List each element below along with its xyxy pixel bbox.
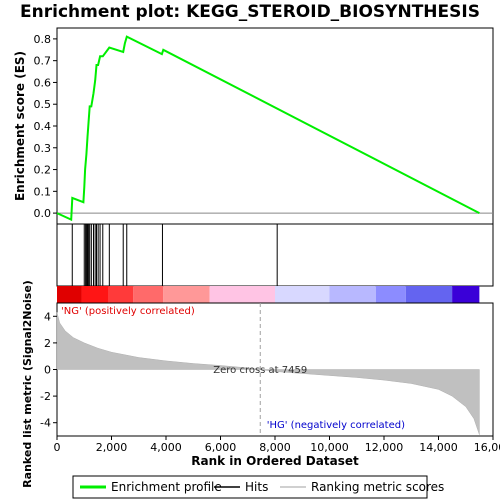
es-panel-frame	[56, 27, 494, 225]
es-y-tick-label: 0.0	[34, 207, 52, 220]
metric-y-axis-title: Ranked list metric (Signal2Noise)	[21, 280, 34, 488]
legend-label: Ranking metric scores	[311, 480, 444, 494]
color-bar-segment	[405, 286, 453, 303]
x-axis-ticks: 0 2,000 4,000 6,000 8,000 10,000 12,000 14,000 1…	[54, 436, 500, 454]
es-y-tick-label: 0.6	[34, 76, 52, 89]
x-tick-label: 10,000	[310, 441, 349, 454]
color-bar-segment	[133, 286, 164, 303]
hit-lines	[71, 224, 278, 286]
x-axis-title: Rank in Ordered Dataset	[191, 454, 359, 468]
chart-title: Enrichment plot: KEGG_STEROID_BIOSYNTHES…	[20, 2, 480, 22]
hits-panel-frame	[56, 223, 494, 287]
metric-y-tick-label: 4	[44, 310, 51, 323]
color-bar-segment	[275, 286, 330, 303]
es-y-tick-label: 0.2	[34, 164, 52, 177]
zero-cross-label: Zero cross at 7459	[213, 365, 307, 376]
positive-correlation-label: 'NG' (positively correlated)	[61, 306, 195, 317]
color-bar-segment	[57, 286, 82, 303]
es-y-tick-label: 0.3	[34, 142, 52, 155]
es-y-tick-label: 0.1	[34, 185, 52, 198]
color-bar-segment	[329, 286, 376, 303]
metric-y-tick-label: -2	[40, 390, 51, 403]
es-y-tick-label: 0.8	[34, 33, 52, 46]
color-bar-segment	[452, 286, 480, 303]
es-y-tick-label: 0.4	[34, 120, 52, 133]
legend-label: Enrichment profile	[111, 480, 222, 494]
legend-label: Hits	[245, 480, 268, 494]
es-y-ticks: 0.0 0.1 0.2 0.3 0.4 0.5 0.6 0.7 0.8	[34, 33, 57, 220]
metric-y-ticks: -4 -2 0 2 4	[40, 310, 57, 430]
legend: Enrichment profile Hits Ranking metric sco…	[72, 475, 444, 499]
hits-panel	[56, 223, 494, 287]
x-tick-label: 0	[54, 441, 61, 454]
metric-y-tick-label: 0	[44, 364, 51, 377]
x-tick-label: 12,000	[365, 441, 404, 454]
metric-y-tick-label: 2	[44, 337, 51, 350]
enrichment-profile-line	[56, 35, 480, 222]
x-tick-label: 6,000	[205, 441, 237, 454]
color-bar-segment	[375, 286, 406, 303]
rank-color-bar	[57, 286, 480, 303]
x-tick-label: 8,000	[259, 441, 291, 454]
es-y-tick-label: 0.7	[34, 55, 52, 68]
ranking-metric-panel: 'NG' (positively correlated) Zero cross …	[40, 302, 494, 437]
legend-box	[72, 475, 428, 499]
color-bar-segment	[163, 286, 210, 303]
es-y-tick-label: 0.5	[34, 98, 52, 111]
es-y-axis-title: Enrichment score (ES)	[13, 51, 27, 201]
negative-correlation-label: 'HG' (negatively correlated)	[267, 420, 405, 431]
color-bar-segment	[81, 286, 109, 303]
x-tick-label: 4,000	[150, 441, 182, 454]
color-bar-segment	[108, 286, 134, 303]
es-panel: 0.0 0.1 0.2 0.3 0.4 0.5 0.6 0.7 0.8	[34, 27, 494, 225]
x-tick-label: 16,000	[474, 441, 500, 454]
metric-y-tick-label: -4	[40, 417, 51, 430]
x-tick-label: 14,000	[419, 441, 458, 454]
color-bar-segment	[209, 286, 275, 303]
x-tick-label: 2,000	[96, 441, 128, 454]
